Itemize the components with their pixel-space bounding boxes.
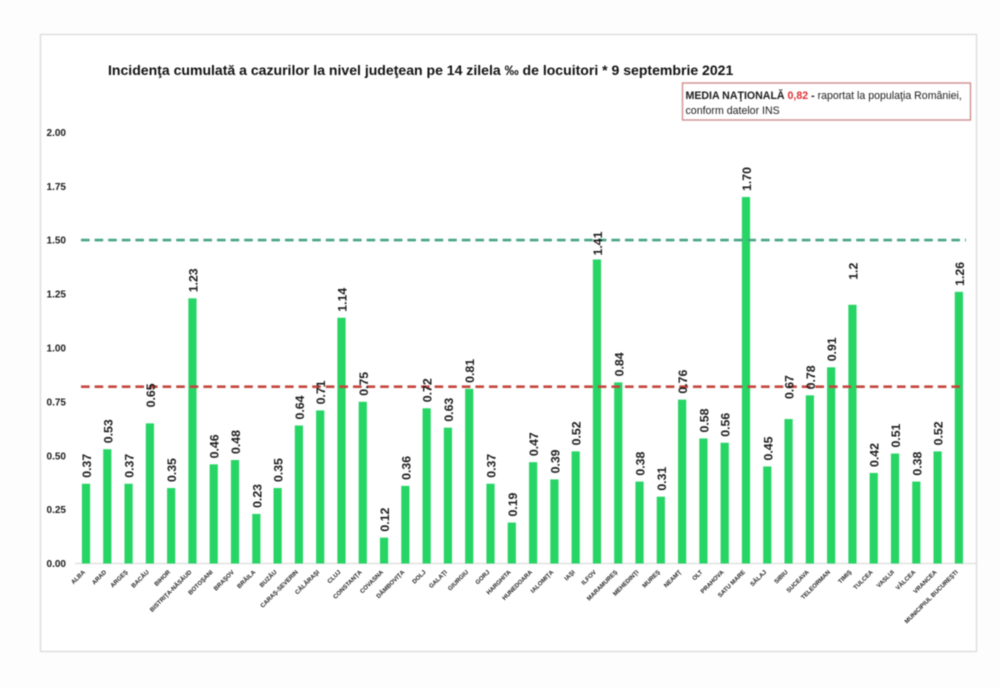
svg-text:1.25: 1.25 [47, 290, 67, 301]
svg-text:1.50: 1.50 [47, 236, 67, 247]
svg-text:0.56: 0.56 [719, 413, 733, 437]
svg-text:0.31: 0.31 [655, 467, 669, 491]
svg-text:0.65: 0.65 [144, 383, 158, 407]
svg-text:0.00: 0.00 [47, 559, 67, 570]
svg-text:1.14: 1.14 [335, 288, 349, 312]
svg-text:0.64: 0.64 [293, 395, 307, 419]
svg-text:0.37: 0.37 [123, 454, 137, 478]
svg-text:0.12: 0.12 [378, 508, 392, 532]
svg-text:0.45: 0.45 [761, 436, 775, 460]
svg-text:0.52: 0.52 [570, 421, 584, 445]
svg-text:0.71: 0.71 [314, 380, 328, 404]
svg-text:0.38: 0.38 [634, 451, 648, 475]
svg-text:0.75: 0.75 [47, 397, 67, 408]
svg-text:0.42: 0.42 [868, 443, 882, 467]
svg-text:Incidenţa cumulată a cazurilor: Incidenţa cumulată a cazurilor la nivel … [108, 62, 733, 78]
svg-text:0.75: 0.75 [357, 372, 371, 396]
svg-text:0.72: 0.72 [421, 378, 435, 402]
svg-text:0.81: 0.81 [463, 359, 477, 383]
svg-text:0.47: 0.47 [527, 432, 541, 456]
svg-text:0.48: 0.48 [229, 430, 243, 454]
svg-text:MEDIA NAŢIONALĂ 0,82 - raporta: MEDIA NAŢIONALĂ 0,82 - raportat la popul… [686, 89, 962, 102]
svg-text:0.53: 0.53 [101, 419, 115, 443]
svg-text:0.36: 0.36 [399, 456, 413, 480]
svg-text:1.2: 1.2 [846, 263, 860, 280]
svg-text:0.35: 0.35 [165, 458, 179, 482]
svg-text:0.67: 0.67 [783, 375, 797, 399]
svg-text:0.35: 0.35 [272, 458, 286, 482]
svg-text:0.78: 0.78 [804, 365, 818, 389]
svg-text:0.84: 0.84 [612, 352, 626, 376]
svg-text:0.25: 0.25 [47, 505, 67, 516]
svg-text:0.37: 0.37 [80, 454, 94, 478]
svg-text:0.52: 0.52 [932, 421, 946, 445]
svg-text:0.19: 0.19 [506, 492, 520, 516]
svg-text:0.58: 0.58 [697, 408, 711, 432]
svg-text:1.75: 1.75 [47, 182, 67, 193]
svg-text:0.91: 0.91 [825, 337, 839, 361]
svg-text:2.00: 2.00 [47, 128, 67, 139]
svg-text:1.26: 1.26 [953, 262, 967, 286]
svg-text:0.50: 0.50 [47, 451, 67, 462]
svg-text:0.39: 0.39 [548, 449, 562, 473]
svg-text:1.23: 1.23 [186, 268, 200, 292]
svg-text:0.38: 0.38 [910, 451, 924, 475]
svg-text:1.00: 1.00 [47, 344, 67, 355]
svg-text:0.23: 0.23 [250, 484, 264, 508]
svg-text:conform datelor INS: conform datelor INS [686, 105, 780, 117]
svg-text:0.51: 0.51 [889, 423, 903, 447]
svg-text:1.70: 1.70 [740, 167, 754, 191]
svg-text:0.76: 0.76 [676, 370, 690, 394]
svg-text:0.63: 0.63 [442, 398, 456, 422]
svg-text:1.41: 1.41 [591, 231, 605, 255]
svg-text:0.37: 0.37 [485, 454, 499, 478]
svg-text:0.46: 0.46 [208, 434, 222, 458]
